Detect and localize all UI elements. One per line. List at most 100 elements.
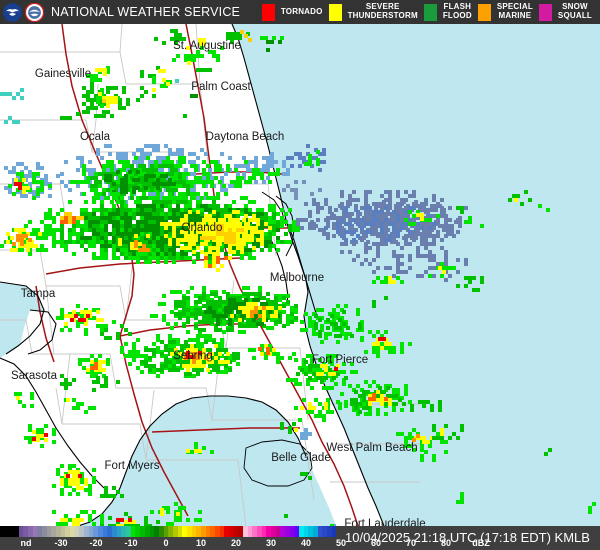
- radar-echo-cell: [28, 188, 32, 192]
- radar-echo-cell: [182, 37, 186, 41]
- radar-echo-cell: [262, 168, 266, 172]
- radar-echo-cell: [132, 256, 136, 260]
- radar-echo-cell: [150, 168, 154, 172]
- radar-echo-cell: [112, 182, 116, 186]
- radar-echo-cell: [102, 102, 106, 106]
- radar-echo-cell: [136, 236, 140, 240]
- dbz-tick-label: 40: [300, 538, 312, 548]
- radar-echo-cell: [180, 212, 184, 216]
- radar-echo-cell: [68, 228, 72, 232]
- radar-echo-cell: [158, 164, 162, 168]
- radar-echo-cell: [92, 256, 96, 260]
- radar-echo-cell: [20, 162, 24, 166]
- radar-echo-cell: [28, 174, 32, 178]
- radar-echo-cell: [180, 192, 184, 196]
- radar-echo-cell: [60, 244, 64, 248]
- radar-echo-cell: [132, 192, 136, 196]
- radar-echo-cell: [162, 164, 166, 168]
- radar-echo-cell: [130, 180, 134, 184]
- radar-echo-cell: [204, 244, 208, 248]
- radar-echo-cell: [318, 152, 322, 156]
- radar-echo-cell: [162, 69, 166, 73]
- radar-echo-cell: [126, 184, 130, 188]
- radar-echo-cell: [226, 36, 230, 40]
- radar-echo-cell: [192, 252, 196, 256]
- radar-echo-cell: [234, 32, 238, 36]
- radar-echo-cell: [154, 164, 158, 168]
- radar-echo-cell: [110, 160, 114, 164]
- radar-echo-cell: [284, 240, 288, 244]
- radar-echo-cell: [196, 164, 200, 168]
- radar-echo-cell: [156, 256, 160, 260]
- radar-map[interactable]: Gainesville St. Augustine Palm Coast Ocala D…: [0, 24, 600, 526]
- radar-echo-cell: [104, 224, 108, 228]
- radar-echo-cell: [212, 184, 216, 188]
- radar-echo-cell: [244, 240, 248, 244]
- radar-echo-cell: [120, 232, 124, 236]
- radar-echo-cell: [100, 232, 104, 236]
- radar-echo-cell: [148, 208, 152, 212]
- radar-echo-cell: [16, 190, 20, 194]
- radar-echo-cell: [104, 216, 108, 220]
- radar-echo-cell: [268, 232, 272, 236]
- radar-echo-cell: [220, 244, 224, 248]
- radar-echo-cell: [138, 172, 142, 176]
- radar-echo-cell: [100, 216, 104, 220]
- header-bar: NATIONAL WEATHER SERVICE TORNADO SEVERE T…: [0, 0, 600, 24]
- radar-echo-cell: [16, 120, 20, 124]
- radar-echo-cell: [64, 244, 68, 248]
- radar-echo-cell: [152, 80, 156, 84]
- radar-echo-cell: [12, 166, 16, 170]
- radar-echo-cell: [74, 180, 78, 184]
- radar-echo-cell: [103, 68, 107, 72]
- radar-echo-cell: [268, 220, 272, 224]
- radar-echo-cell: [230, 32, 234, 36]
- radar-echo-cell: [104, 252, 108, 256]
- radar-echo-cell: [164, 256, 168, 260]
- radar-echo-cell: [290, 164, 294, 168]
- radar-echo-cell: [162, 41, 166, 45]
- radar-echo-cell: [36, 192, 40, 196]
- radar-echo-cell: [106, 164, 110, 168]
- radar-echo-cell: [144, 90, 148, 94]
- radar-echo-cell: [128, 248, 132, 252]
- radar-echo-cell: [266, 160, 270, 164]
- radar-echo-cell: [252, 214, 256, 218]
- radar-echo-cell: [196, 68, 200, 72]
- radar-echo-cell: [144, 220, 148, 224]
- radar-echo-cell: [216, 204, 220, 208]
- radar-echo-cell: [276, 240, 280, 244]
- radar-echo-cell: [298, 164, 302, 168]
- radar-echo-cell: [180, 224, 184, 228]
- radar-echo-cell: [208, 260, 212, 264]
- radar-echo-cell: [86, 106, 90, 110]
- city-label: Palm Coast: [191, 81, 251, 93]
- radar-echo-cell: [260, 248, 264, 252]
- radar-echo-cell: [168, 192, 172, 196]
- radar-echo-cell: [170, 37, 174, 41]
- radar-echo-cell: [100, 244, 104, 248]
- radar-echo-cell: [122, 192, 126, 196]
- radar-echo-cell: [128, 228, 132, 232]
- radar-echo-cell: [156, 148, 160, 152]
- radar-echo-cell: [124, 156, 128, 160]
- radar-echo-cell: [272, 228, 276, 232]
- radar-echo-cell: [106, 96, 110, 100]
- warning-color-swatch: [261, 3, 275, 21]
- radar-echo-cell: [194, 168, 198, 172]
- radar-echo-cell: [212, 212, 216, 216]
- radar-echo-cell: [140, 160, 144, 164]
- radar-echo-cell: [8, 184, 12, 188]
- radar-echo-cell: [16, 172, 20, 176]
- radar-echo-cell: [180, 232, 184, 236]
- radar-echo-cell: [242, 176, 246, 180]
- radar-echo-cell: [140, 224, 144, 228]
- radar-echo-cell: [12, 170, 16, 174]
- warning-label: SEVERE THUNDERSTORM: [347, 2, 418, 20]
- radar-echo-cell: [44, 178, 48, 182]
- radar-echo-cell: [90, 90, 94, 94]
- radar-echo-cell: [96, 236, 100, 240]
- radar-echo-cell: [8, 116, 12, 120]
- radar-echo-cell: [148, 212, 152, 216]
- radar-echo-cell: [196, 192, 200, 196]
